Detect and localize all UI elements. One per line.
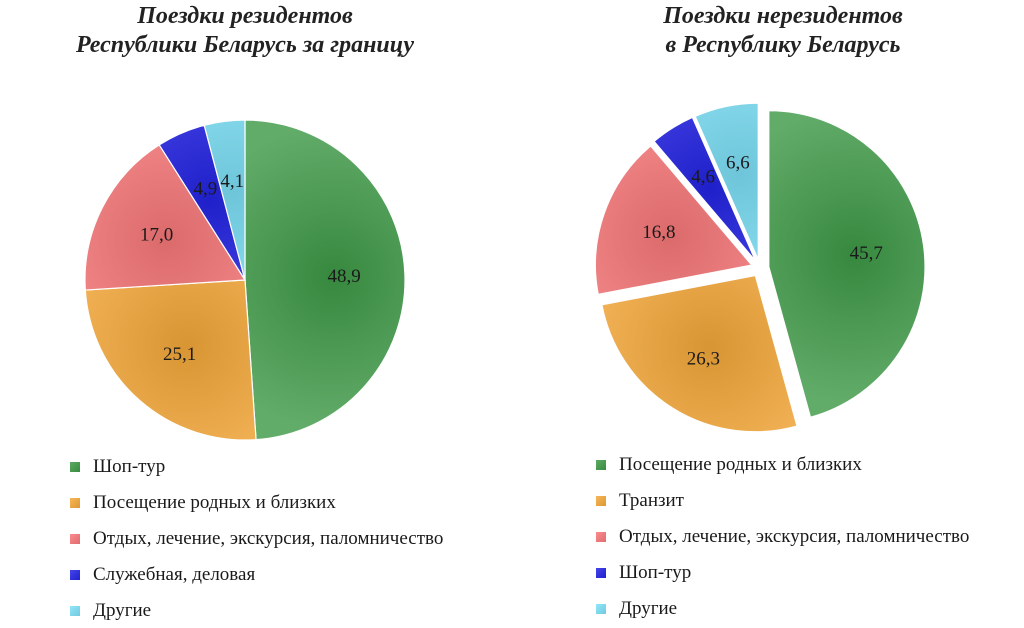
right-legend-label: Отдых, лечение, экскурсия, паломничество xyxy=(619,526,970,547)
left-pie-slice-шоп-тур xyxy=(244,119,406,441)
right-pie-value-label: 45,7 xyxy=(850,243,883,264)
left-chart-title-line-1: Поездки резидентов xyxy=(137,3,353,29)
left-legend-item: Служебная, деловая xyxy=(70,563,443,599)
right-chart-title-line-2: в Республику Беларусь xyxy=(665,32,901,58)
right-legend-label: Другие xyxy=(619,598,678,619)
right-chart-legend: Посещение родных и близких Транзит Отдых, … xyxy=(596,453,969,628)
right-pie-slice-посещение-родных-и-близких xyxy=(768,110,926,418)
right-legend-swatch xyxy=(596,460,606,470)
left-legend-item: Отдых, лечение, экскурсия, паломничество xyxy=(70,527,443,563)
left-legend-swatch xyxy=(70,534,80,544)
right-pie-value-label: 6,6 xyxy=(726,153,750,174)
right-legend-swatch xyxy=(596,568,606,578)
left-legend-label: Посещение родных и близких xyxy=(93,492,336,513)
right-legend-item: Отдых, лечение, экскурсия, паломничество xyxy=(596,525,969,561)
right-legend-swatch xyxy=(596,532,606,542)
left-legend-swatch xyxy=(70,606,80,616)
left-pie-value-label: 25,1 xyxy=(163,344,196,365)
right-pie-slice-шоп-тур xyxy=(653,116,756,261)
right-legend-item: Шоп-тур xyxy=(596,561,969,597)
left-legend-item: Другие xyxy=(70,599,443,628)
left-legend-swatch xyxy=(70,570,80,580)
right-legend-swatch xyxy=(596,604,606,614)
left-legend-item: Шоп-тур xyxy=(70,455,443,491)
left-legend-label: Шоп-тур xyxy=(93,456,166,477)
left-chart-legend: Шоп-тур Посещение родных и близких Отдых, … xyxy=(70,455,443,628)
right-legend-item: Транзит xyxy=(596,489,969,525)
right-legend-item: Посещение родных и близких xyxy=(596,453,969,489)
left-legend-swatch xyxy=(70,498,80,508)
right-chart-title-line-1: Поездки нерезидентов xyxy=(663,3,903,29)
left-pie-value-label: 17,0 xyxy=(140,224,173,245)
right-pie-value-label: 16,8 xyxy=(642,222,675,243)
right-chart-title: Поездки нерезидентов в Республику Белару… xyxy=(553,2,1013,60)
left-chart-title: Поездки резидентов Республики Беларусь з… xyxy=(15,2,475,60)
right-pie-value-label: 26,3 xyxy=(687,349,720,370)
left-pie-value-label: 4,1 xyxy=(220,171,244,192)
right-legend-item: Другие xyxy=(596,597,969,628)
left-legend-item: Посещение родных и близких xyxy=(70,491,443,527)
left-pie-value-label: 48,9 xyxy=(328,266,361,287)
left-legend-label: Другие xyxy=(93,600,152,621)
left-legend-label: Служебная, деловая xyxy=(93,564,256,585)
right-legend-label: Посещение родных и близких xyxy=(619,454,862,475)
left-pie-value-label: 4,9 xyxy=(193,179,217,200)
right-legend-label: Шоп-тур xyxy=(619,562,692,583)
left-pie-slice-посещение-родных-и-близких xyxy=(84,279,257,441)
right-pie-slice-другие xyxy=(694,102,759,260)
right-pie-slice-отдых-лечение-экскурсия-паломничество xyxy=(595,145,753,295)
left-chart-title-line-2: Республики Беларусь за границу xyxy=(75,32,415,58)
right-legend-swatch xyxy=(596,496,606,506)
right-pie-slice-транзит xyxy=(601,275,798,433)
left-pie-slice-другие xyxy=(203,119,246,281)
right-legend-label: Транзит xyxy=(619,490,684,511)
right-pie-value-label: 4,6 xyxy=(691,167,715,188)
left-legend-swatch xyxy=(70,462,80,472)
left-pie-slice-отдых-лечение-экскурсия-паломничество xyxy=(84,144,247,291)
left-legend-label: Отдых, лечение, экскурсия, паломничество xyxy=(93,528,444,549)
